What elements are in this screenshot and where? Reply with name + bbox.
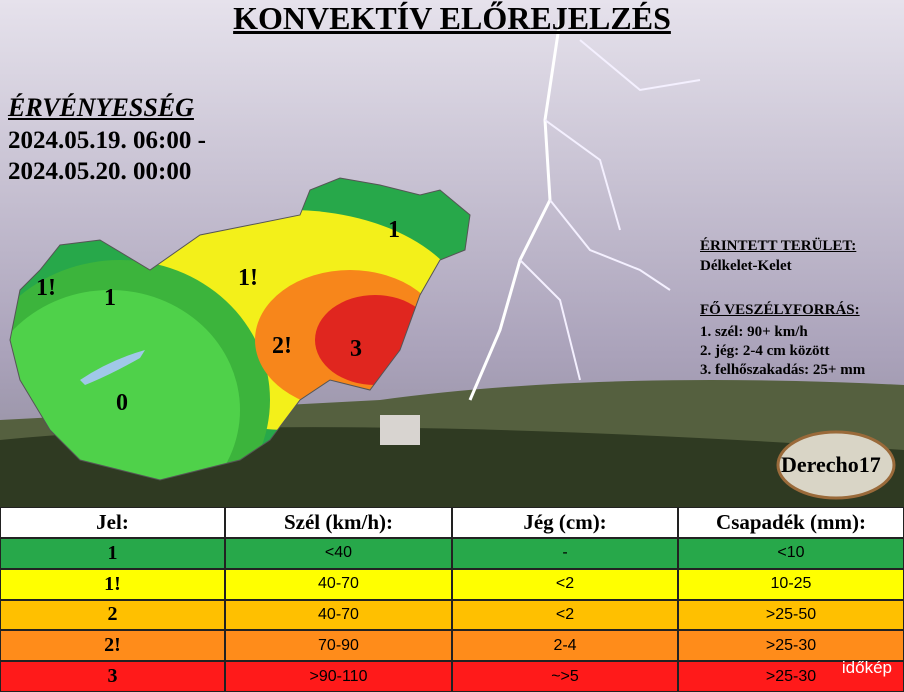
- map-label: 1!: [238, 265, 258, 291]
- table-header: Jég (cm):: [452, 507, 678, 538]
- hazards-heading: FŐ VESZÉLYFORRÁS:: [700, 302, 860, 318]
- table-key: 1!: [0, 568, 225, 600]
- map-label: 1: [388, 217, 400, 243]
- validity-from: 2024.05.19. 06:00 -: [8, 127, 206, 154]
- table-cell: >25-50: [678, 599, 904, 631]
- table-cell: <2: [452, 599, 678, 631]
- map-label: 0: [116, 390, 128, 416]
- table-cell: ~>5: [452, 661, 678, 692]
- hazard: 3. felhőszakadás: 25+ mm: [700, 362, 866, 378]
- table-header: Csapadék (mm):: [678, 507, 904, 538]
- table-cell: -: [452, 538, 678, 569]
- table-cell: 40-70: [225, 599, 452, 631]
- hazard: 1. szél: 90+ km/h: [700, 324, 808, 340]
- table-cell: <2: [452, 568, 678, 600]
- legend-table: Jel: Szél (km/h): Jég (cm): Csapadék (mm): 1…: [0, 507, 904, 692]
- table-key: 3: [0, 661, 225, 692]
- table-cell: >25-30: [678, 661, 904, 692]
- title: KONVEKTÍV ELŐREJELZÉS: [233, 0, 671, 36]
- table-header: Szél (km/h):: [225, 507, 452, 538]
- table-cell: >25-30: [678, 630, 904, 662]
- validity-to: 2024.05.20. 00:00: [8, 158, 192, 185]
- map-label: 3: [350, 336, 362, 362]
- table-cell: <40: [225, 538, 452, 569]
- area-heading: ÉRINTETT TERÜLET:: [700, 238, 857, 254]
- table-cell: <10: [678, 538, 904, 569]
- table-key: 1: [0, 538, 225, 569]
- map-label: 2!: [272, 333, 292, 359]
- background: [0, 0, 904, 507]
- table-cell: >90-110: [225, 661, 452, 692]
- table-key: 2!: [0, 630, 225, 662]
- area: Délkelet-Kelet: [700, 258, 792, 274]
- table-key: 2: [0, 599, 225, 631]
- map-label: 1: [104, 285, 116, 311]
- table-cell: 2-4: [452, 630, 678, 662]
- map-label: 1!: [36, 275, 56, 301]
- table-cell: 10-25: [678, 568, 904, 600]
- validity-heading: ÉRVÉNYESSÉG: [8, 93, 194, 122]
- hazard: 2. jég: 2-4 cm között: [700, 343, 830, 359]
- table-cell: 40-70: [225, 568, 452, 600]
- watermark: időkép: [841, 658, 892, 677]
- table-cell: 70-90: [225, 630, 452, 662]
- logo: Derecho17: [781, 452, 881, 477]
- table-header: Jel:: [0, 507, 225, 538]
